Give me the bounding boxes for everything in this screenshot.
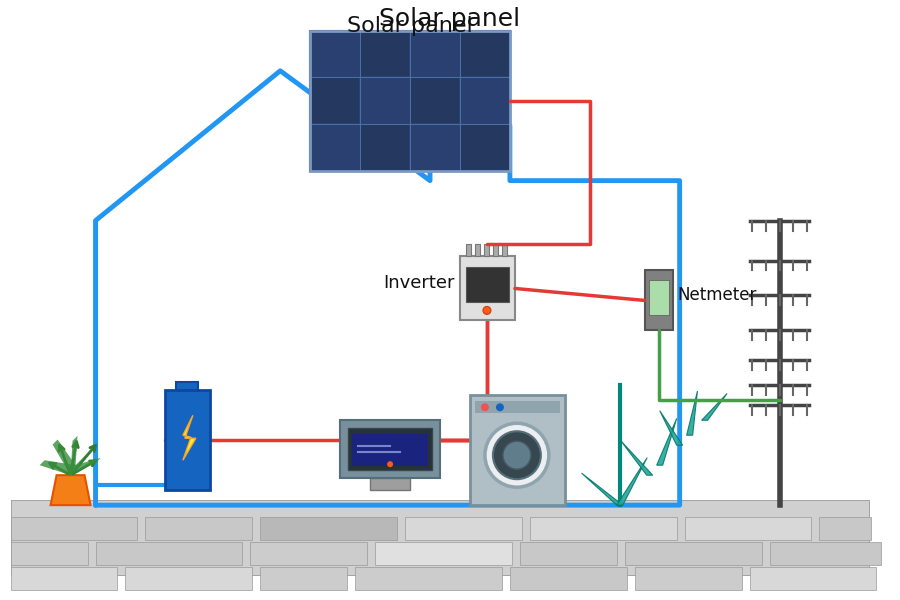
Bar bbox=[11, 500, 869, 575]
Bar bbox=[484, 244, 489, 256]
Bar bbox=[411, 79, 459, 123]
Bar bbox=[356, 567, 502, 590]
Bar bbox=[475, 401, 560, 413]
Bar bbox=[95, 542, 242, 565]
Bar bbox=[460, 256, 515, 320]
Bar bbox=[348, 428, 432, 470]
Bar bbox=[493, 244, 498, 256]
Text: Solar panel: Solar panel bbox=[347, 16, 473, 36]
Bar bbox=[375, 542, 512, 565]
Text: Solar panel: Solar panel bbox=[380, 7, 520, 31]
Bar bbox=[361, 125, 410, 170]
Polygon shape bbox=[581, 473, 623, 505]
Bar bbox=[770, 542, 881, 565]
Bar bbox=[311, 32, 359, 76]
Bar bbox=[475, 244, 480, 256]
Polygon shape bbox=[40, 460, 76, 475]
Bar bbox=[310, 31, 510, 170]
Circle shape bbox=[496, 403, 504, 411]
Bar bbox=[11, 567, 118, 590]
Bar bbox=[750, 567, 877, 590]
Bar bbox=[819, 517, 871, 540]
Bar bbox=[470, 395, 565, 505]
Bar bbox=[260, 517, 397, 540]
Polygon shape bbox=[702, 394, 727, 420]
Bar bbox=[466, 268, 508, 302]
Bar bbox=[260, 567, 347, 590]
Bar bbox=[146, 517, 252, 540]
Polygon shape bbox=[687, 391, 698, 435]
Polygon shape bbox=[660, 410, 683, 445]
Bar bbox=[520, 542, 616, 565]
Bar bbox=[166, 391, 211, 490]
Bar bbox=[11, 517, 138, 540]
Bar bbox=[250, 542, 367, 565]
Bar bbox=[466, 244, 471, 256]
Polygon shape bbox=[70, 441, 100, 475]
Polygon shape bbox=[50, 475, 91, 505]
Text: Netmeter: Netmeter bbox=[678, 286, 757, 304]
Circle shape bbox=[387, 461, 393, 467]
Circle shape bbox=[503, 441, 531, 469]
Polygon shape bbox=[621, 441, 652, 475]
Text: Inverter: Inverter bbox=[383, 274, 455, 292]
Bar bbox=[311, 79, 359, 123]
Bar bbox=[11, 542, 87, 565]
Bar bbox=[634, 567, 742, 590]
Bar bbox=[176, 382, 198, 391]
Polygon shape bbox=[70, 436, 77, 475]
Circle shape bbox=[493, 431, 541, 479]
Bar bbox=[352, 434, 428, 466]
Bar bbox=[530, 517, 677, 540]
Bar bbox=[311, 125, 359, 170]
Circle shape bbox=[481, 403, 489, 411]
Bar bbox=[310, 31, 510, 170]
Bar bbox=[685, 517, 812, 540]
Bar bbox=[411, 32, 459, 76]
Polygon shape bbox=[657, 418, 677, 465]
Bar bbox=[461, 125, 508, 170]
Polygon shape bbox=[183, 415, 196, 460]
Polygon shape bbox=[70, 458, 101, 475]
Bar bbox=[361, 79, 410, 123]
Polygon shape bbox=[616, 458, 647, 505]
Bar bbox=[461, 79, 508, 123]
Circle shape bbox=[483, 307, 490, 314]
Bar bbox=[411, 125, 459, 170]
Bar bbox=[361, 32, 410, 76]
Bar bbox=[405, 517, 522, 540]
Bar bbox=[510, 567, 626, 590]
Bar bbox=[625, 542, 761, 565]
Bar bbox=[644, 271, 672, 331]
Bar bbox=[370, 478, 410, 490]
Bar bbox=[125, 567, 252, 590]
Bar bbox=[649, 280, 669, 316]
Bar bbox=[461, 32, 508, 76]
Bar bbox=[340, 420, 440, 478]
Polygon shape bbox=[52, 440, 76, 475]
Circle shape bbox=[485, 423, 549, 487]
Bar bbox=[502, 244, 507, 256]
